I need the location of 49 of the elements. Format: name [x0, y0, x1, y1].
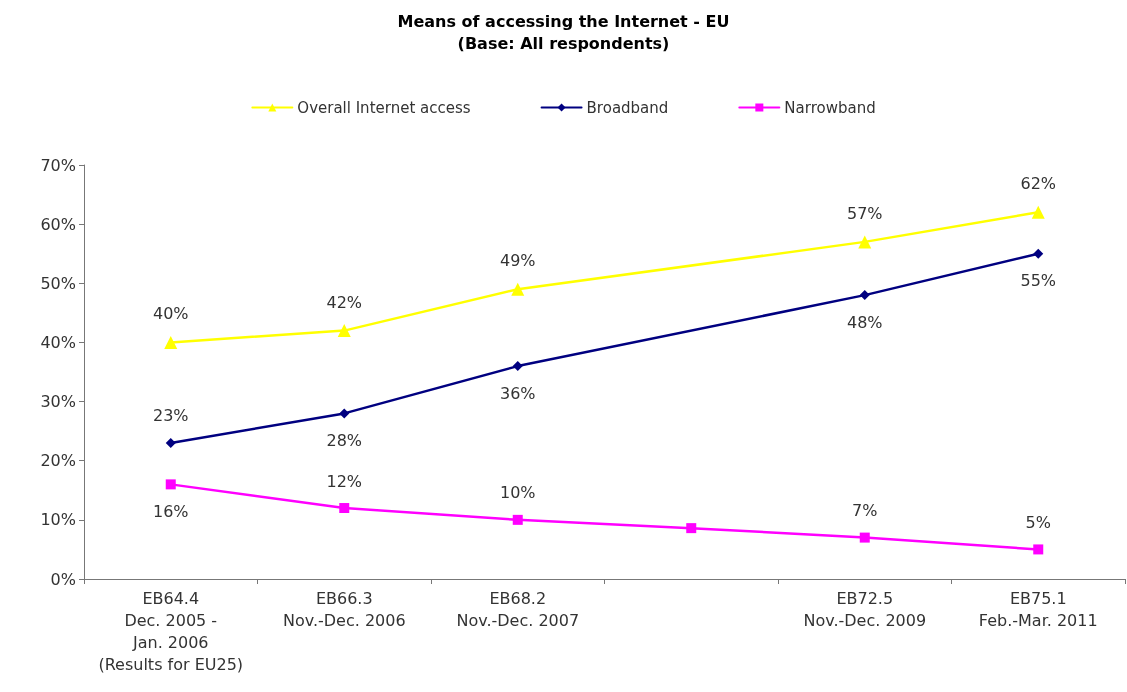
data-label: 40% [152, 304, 189, 324]
point [859, 290, 870, 301]
data-label: 62% [1020, 174, 1057, 194]
y-tick-label: 20% [40, 451, 76, 471]
data-label: 48% [846, 312, 883, 332]
legend-label: Overall Internet access [297, 98, 471, 117]
point [859, 532, 870, 543]
x-tick-label: EB75.1 Feb.-Mar. 2011 [978, 588, 1098, 630]
data-label: 16% [152, 501, 189, 521]
y-tick-label: 40% [40, 332, 76, 352]
x-tick-label: EB72.5 Nov.-Dec. 2009 [803, 588, 927, 630]
data-label: 55% [1020, 271, 1057, 291]
y-tick-label: 60% [40, 214, 76, 234]
point [337, 324, 351, 338]
data-label: 42% [326, 292, 363, 312]
point [1031, 205, 1045, 219]
data-label: 7% [852, 501, 878, 521]
chart-title: Means of accessing the Internet - EU [397, 11, 730, 31]
point [1033, 544, 1044, 555]
legend-label: Narrowband [784, 98, 876, 117]
data-label: 23% [152, 406, 189, 426]
point [512, 514, 523, 525]
point [511, 282, 525, 296]
data-label: 49% [499, 251, 536, 271]
data-label: 10% [499, 483, 536, 503]
x-tick-label: EB68.2 Nov.-Dec. 2007 [456, 588, 580, 630]
x-tick-label: EB66.3 Nov.-Dec. 2006 [282, 588, 406, 630]
data-label: 5% [1025, 512, 1051, 532]
y-tick-label: 30% [40, 392, 76, 412]
data-label: 12% [326, 471, 363, 491]
point [858, 235, 872, 249]
y-tick-label: 50% [40, 273, 76, 293]
point [165, 479, 176, 490]
legend-label: Broadband [586, 98, 669, 117]
y-tick-label: 10% [40, 510, 76, 530]
point [512, 361, 523, 372]
point [686, 523, 697, 534]
x-tick-label: EB64.4 Dec. 2005 - Jan. 2006 (Results for EU25) [98, 588, 244, 674]
point [165, 437, 176, 448]
point [1033, 248, 1044, 259]
data-label: 57% [846, 203, 883, 223]
data-label: 28% [326, 430, 363, 450]
data-label: 36% [499, 383, 536, 403]
chart-subtitle: (Base: All respondents) [457, 33, 670, 53]
y-tick-label: 0% [50, 569, 76, 589]
y-tick-label: 70% [40, 155, 76, 175]
point [164, 335, 178, 349]
point [339, 408, 350, 419]
point [339, 503, 350, 514]
